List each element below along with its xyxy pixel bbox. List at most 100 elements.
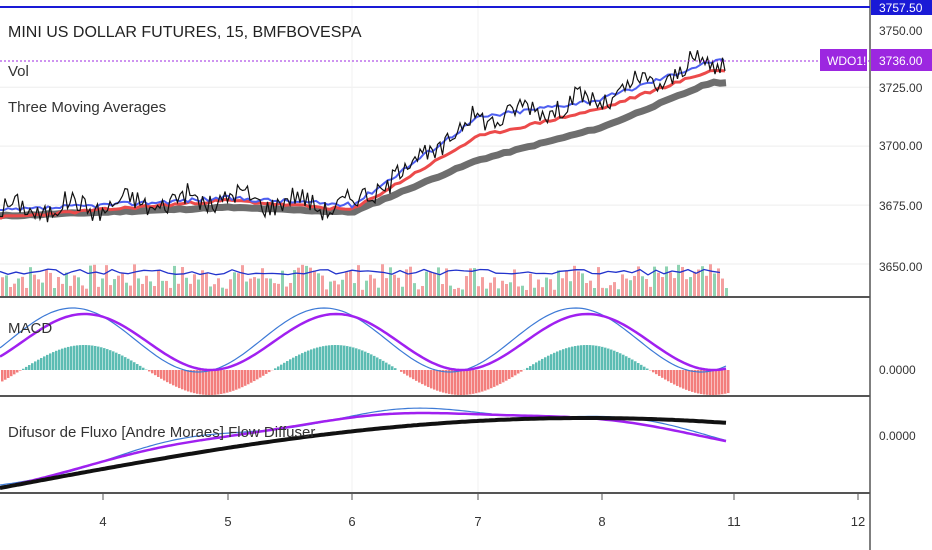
volume-bar xyxy=(681,266,684,296)
volume-bar xyxy=(105,265,108,296)
volume-bar xyxy=(397,277,400,296)
volume-bar xyxy=(713,273,716,296)
macd-hist-bar xyxy=(706,370,709,395)
volume-bar xyxy=(245,281,248,296)
macd-hist-bar xyxy=(73,345,76,370)
volume-bar xyxy=(537,279,540,296)
macd-hist-bar xyxy=(691,370,694,392)
macd-hist-bar xyxy=(226,370,229,393)
volume-bar xyxy=(185,277,188,296)
volume-bar xyxy=(505,284,508,296)
macd-hist-bar xyxy=(571,346,574,370)
macd-hist-bar xyxy=(307,350,310,370)
volume-bar xyxy=(237,273,240,296)
price-tick-3650: 3650.00 xyxy=(879,260,923,274)
volume-bar xyxy=(145,275,148,296)
macd-hist-bar xyxy=(256,370,259,380)
flow-diffuser-label[interactable]: Difusor de Fluxo [Andre Moraes] Flow Dif… xyxy=(8,424,316,441)
macd-hist-bar xyxy=(673,370,676,385)
chart-title[interactable]: MINI US DOLLAR FUTURES, 15, BMFBOVESPA xyxy=(8,24,362,41)
macd-hist-bar xyxy=(253,370,256,382)
volume-bar xyxy=(549,279,552,296)
macd-hist-bar xyxy=(373,355,376,370)
macd-hist-bar xyxy=(34,361,37,370)
macd-hist-bar xyxy=(427,370,430,388)
volume-bar xyxy=(81,285,84,296)
volume-bar xyxy=(41,282,44,296)
macd-hist-bar xyxy=(55,350,58,370)
macd-label[interactable]: MACD xyxy=(8,320,53,337)
volume-bar xyxy=(561,278,564,296)
macd-hist-bar xyxy=(652,370,655,373)
macd-hist-bar xyxy=(169,370,172,384)
volume-bar xyxy=(693,271,696,296)
macd-hist-bar xyxy=(157,370,160,377)
time-tick-5: 5 xyxy=(224,514,231,529)
volume-bar xyxy=(269,278,272,296)
macd-hist-bar xyxy=(727,370,730,394)
macd-hist-bar xyxy=(163,370,166,381)
price-tick-3700: 3700.00 xyxy=(879,139,923,153)
volume-bar xyxy=(545,277,548,296)
macd-hist-bar xyxy=(553,352,556,370)
macd-hist-bar xyxy=(178,370,181,389)
macd-hist-bar xyxy=(160,370,163,379)
volume-indicator-label[interactable]: Vol xyxy=(8,63,29,80)
volume-bar xyxy=(493,277,496,296)
macd-hist-bar xyxy=(112,351,115,370)
macd-hist-bar xyxy=(292,357,295,370)
volume-bar xyxy=(525,289,528,296)
macd-hist-bar xyxy=(394,368,397,370)
macd-hist-bar xyxy=(193,370,196,394)
mid-moving-average xyxy=(0,68,726,220)
macd-hist-bar xyxy=(613,350,616,370)
volume-bar xyxy=(133,264,136,296)
macd-hist-bar xyxy=(277,366,280,370)
macd-hist-bar xyxy=(121,355,124,370)
macd-hist-bar xyxy=(715,370,718,395)
macd-hist-bar xyxy=(637,363,640,370)
macd-hist-bar xyxy=(478,370,481,393)
volume-bar xyxy=(401,286,404,296)
volume-bar xyxy=(1,277,4,296)
macd-hist-bar xyxy=(460,370,463,395)
volume-bar xyxy=(49,272,52,296)
macd-hist-bar xyxy=(610,349,613,370)
volume-bar xyxy=(161,280,164,296)
volume-bar xyxy=(617,289,620,296)
macd-hist-bar xyxy=(379,359,382,370)
macd-hist-bar xyxy=(259,370,262,378)
macd-hist-bar xyxy=(667,370,670,382)
volume-bar xyxy=(429,271,432,296)
macd-hist-bar xyxy=(28,365,31,370)
symbol-tag xyxy=(820,49,867,71)
macd-hist-bar xyxy=(505,370,508,381)
moving-averages-label[interactable]: Three Moving Averages xyxy=(8,99,167,116)
macd-hist-bar xyxy=(355,348,358,370)
volume-bar xyxy=(513,269,516,296)
volume-bar xyxy=(657,272,660,296)
volume-bar xyxy=(89,265,92,296)
macd-hist-bar xyxy=(136,364,139,370)
macd-hist-bar xyxy=(583,345,586,370)
macd-hist-bar xyxy=(316,347,319,370)
macd-hist-bar xyxy=(412,370,415,380)
volume-bar xyxy=(153,286,156,296)
volume-bar xyxy=(517,286,520,296)
volume-bar xyxy=(273,283,276,296)
volume-bar xyxy=(293,270,296,296)
volume-bar xyxy=(317,273,320,296)
volume-bar xyxy=(357,265,360,296)
volume-bar xyxy=(421,285,424,296)
volume-bar xyxy=(345,272,348,296)
volume-bar xyxy=(445,268,448,296)
volume-bar xyxy=(613,282,616,296)
macd-hist-bar xyxy=(352,347,355,370)
macd-hist-bar xyxy=(361,350,364,370)
time-tick-6: 6 xyxy=(348,514,355,529)
macd-hist-bar xyxy=(241,370,244,388)
volume-bar xyxy=(621,274,624,296)
volume-bar xyxy=(509,282,512,296)
volume-bar xyxy=(665,266,668,296)
